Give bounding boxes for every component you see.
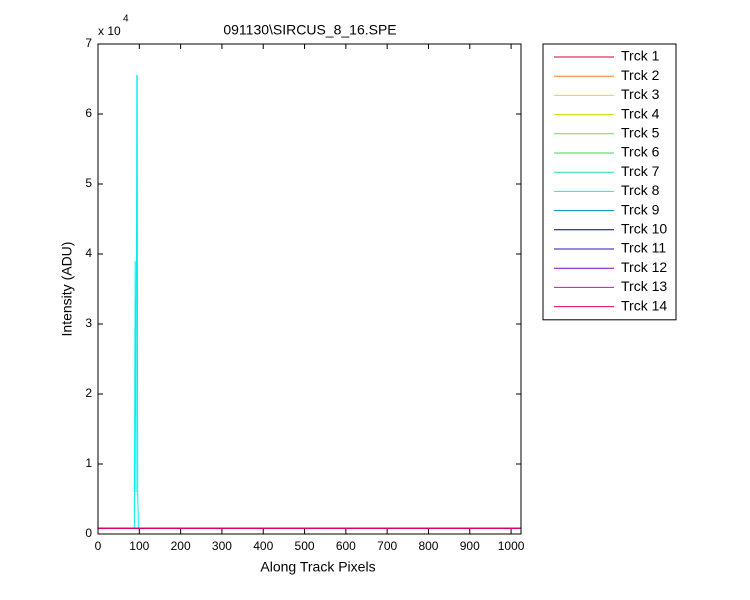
chart-title: 091130\SIRCUS_8_16.SPE: [223, 22, 396, 38]
y-tick-label: 4: [85, 246, 92, 260]
y-tick-label: 5: [85, 176, 92, 190]
x-tick-label: 300: [212, 539, 232, 553]
legend-label: Trck 11: [621, 240, 666, 256]
legend-label: Trck 7: [621, 163, 660, 179]
legend-label: Trck 8: [621, 182, 660, 198]
legend-label: Trck 9: [621, 201, 660, 217]
plot-area: [98, 44, 521, 534]
x-tick-label: 500: [295, 539, 315, 553]
x-tick-label: 400: [253, 539, 273, 553]
legend-label: Trck 13: [621, 278, 667, 294]
y-multiplier: x 10: [98, 24, 121, 38]
legend-label: Trck 12: [621, 259, 667, 275]
x-tick-label: 800: [418, 539, 438, 553]
y-tick-label: 6: [85, 106, 92, 120]
legend-label: Trck 4: [621, 105, 660, 121]
legend-label: Trck 2: [621, 67, 660, 83]
legend-box: [542, 43, 677, 321]
x-tick-label: 700: [377, 539, 397, 553]
x-tick-label: 100: [129, 539, 149, 553]
x-tick-label: 600: [336, 539, 356, 553]
y-tick-label: 0: [85, 526, 92, 540]
y-tick-label: 1: [85, 456, 92, 470]
legend-label: Trck 10: [621, 221, 667, 237]
y-axis-label: Intensity (ADU): [59, 242, 75, 337]
data-line: [98, 75, 521, 529]
legend-label: Trck 1: [621, 48, 660, 64]
y-tick-label: 2: [85, 386, 92, 400]
legend-label: Trck 3: [621, 86, 660, 102]
x-axis-label: Along Track Pixels: [260, 559, 375, 575]
y-tick-label: 7: [85, 36, 92, 50]
x-tick-label: 0: [95, 539, 102, 553]
legend-label: Trck 5: [621, 125, 660, 141]
x-tick-label: 1000: [498, 539, 525, 553]
x-tick-label: 200: [171, 539, 191, 553]
axes-box: [97, 43, 522, 535]
legend-label: Trck 14: [621, 297, 667, 313]
y-tick-label: 3: [85, 316, 92, 330]
y-multiplier-exponent: 4: [123, 14, 129, 25]
legend-label: Trck 6: [621, 144, 660, 160]
x-tick-label: 900: [460, 539, 480, 553]
